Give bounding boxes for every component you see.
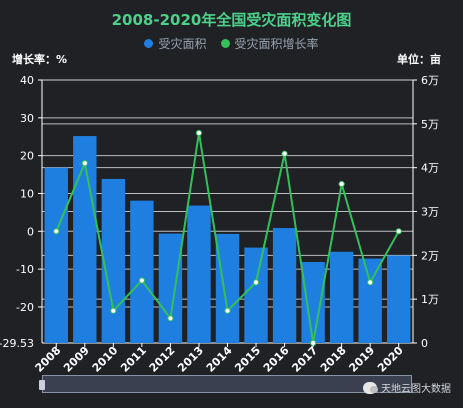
x-tick-label: 2014 — [204, 344, 235, 375]
growth-point-2018 — [338, 180, 345, 188]
chart-title: 2008-2020年全国受灾面积变化图 — [111, 11, 352, 29]
datazoom-handle[interactable] — [39, 380, 45, 390]
x-tick-label: 2008 — [33, 344, 64, 375]
growth-point-2020 — [395, 228, 402, 235]
left-tick-label: 30 — [20, 112, 34, 125]
x-tick-label: 2019 — [346, 344, 377, 375]
right-tick-label: 1万 — [421, 293, 439, 306]
x-tick-label: 2020 — [375, 344, 406, 375]
left-axis-name: 增长率：% — [12, 53, 68, 66]
left-tick-label: 20 — [20, 150, 34, 163]
legend-item-bar[interactable]: 受灾面积 — [144, 35, 207, 52]
legend-label-bar: 受灾面积 — [158, 37, 207, 51]
bar-2011 — [130, 200, 154, 343]
right-axis-name: 单位：亩 — [397, 53, 441, 66]
growth-point-2012 — [167, 315, 174, 322]
bar-2010 — [101, 178, 126, 343]
left-tick-label: -20 — [16, 301, 34, 314]
x-tick-label: 2009 — [61, 344, 92, 375]
x-tick-label: 2011 — [118, 344, 149, 375]
legend-label-line: 受灾面积增长率 — [234, 37, 319, 51]
right-tick-label: 3万 — [421, 206, 439, 219]
wechat-icon — [363, 381, 378, 394]
bar-2014 — [215, 233, 240, 343]
right-tick-label: 4万 — [421, 162, 439, 175]
right-tick-label: 5万 — [421, 118, 439, 131]
left-tick-label-min: -29.53 — [0, 337, 34, 350]
x-tick-label: 2017 — [289, 344, 320, 375]
growth-point-2013 — [195, 129, 203, 137]
bar-2008 — [44, 167, 68, 343]
bar-2013 — [187, 205, 211, 343]
growth-point-2010 — [110, 307, 117, 314]
legend-item-line[interactable]: 受灾面积增长率 — [220, 35, 319, 52]
x-tick-label: 2010 — [90, 344, 121, 375]
left-tick-label: 40 — [20, 74, 34, 87]
bar-2020 — [387, 255, 411, 343]
bar-2015 — [244, 247, 268, 343]
bar-2009 — [73, 136, 97, 343]
bar-2012 — [158, 233, 183, 343]
legend[interactable]: 受灾面积 受灾面积增长率 — [0, 35, 463, 52]
left-tick-label: -10 — [16, 263, 34, 276]
growth-point-2014 — [224, 307, 231, 314]
growth-point-2019 — [367, 279, 374, 286]
right-tick-label: 0 — [421, 337, 428, 350]
datazoom-slider[interactable] — [39, 375, 412, 393]
right-tick-label: 6万 — [421, 74, 439, 87]
x-tick-label: 2013 — [175, 344, 206, 375]
left-tick-label: 0 — [27, 225, 34, 238]
growth-point-2011 — [138, 277, 145, 284]
watermark: 天地云图大数据 — [363, 380, 451, 395]
growth-point-2009 — [81, 160, 88, 167]
legend-dot-bar — [144, 39, 154, 48]
growth-point-2015 — [252, 279, 260, 286]
legend-dot-line — [220, 39, 230, 48]
bar-2019 — [358, 258, 382, 343]
x-tick-label: 2018 — [318, 344, 349, 375]
watermark-text: 天地云图大数据 — [381, 384, 451, 395]
right-tick-label: 2万 — [421, 249, 439, 262]
growth-point-2008 — [53, 228, 60, 235]
x-tick-label: 2016 — [261, 344, 292, 375]
x-tick-label: 2015 — [232, 344, 263, 375]
growth-point-2016 — [281, 150, 288, 157]
left-tick-label: 10 — [20, 187, 34, 200]
bar-2016 — [272, 228, 297, 343]
bar-2017 — [301, 261, 325, 343]
x-tick-label: 2012 — [147, 344, 178, 375]
bar-2018 — [329, 251, 354, 343]
